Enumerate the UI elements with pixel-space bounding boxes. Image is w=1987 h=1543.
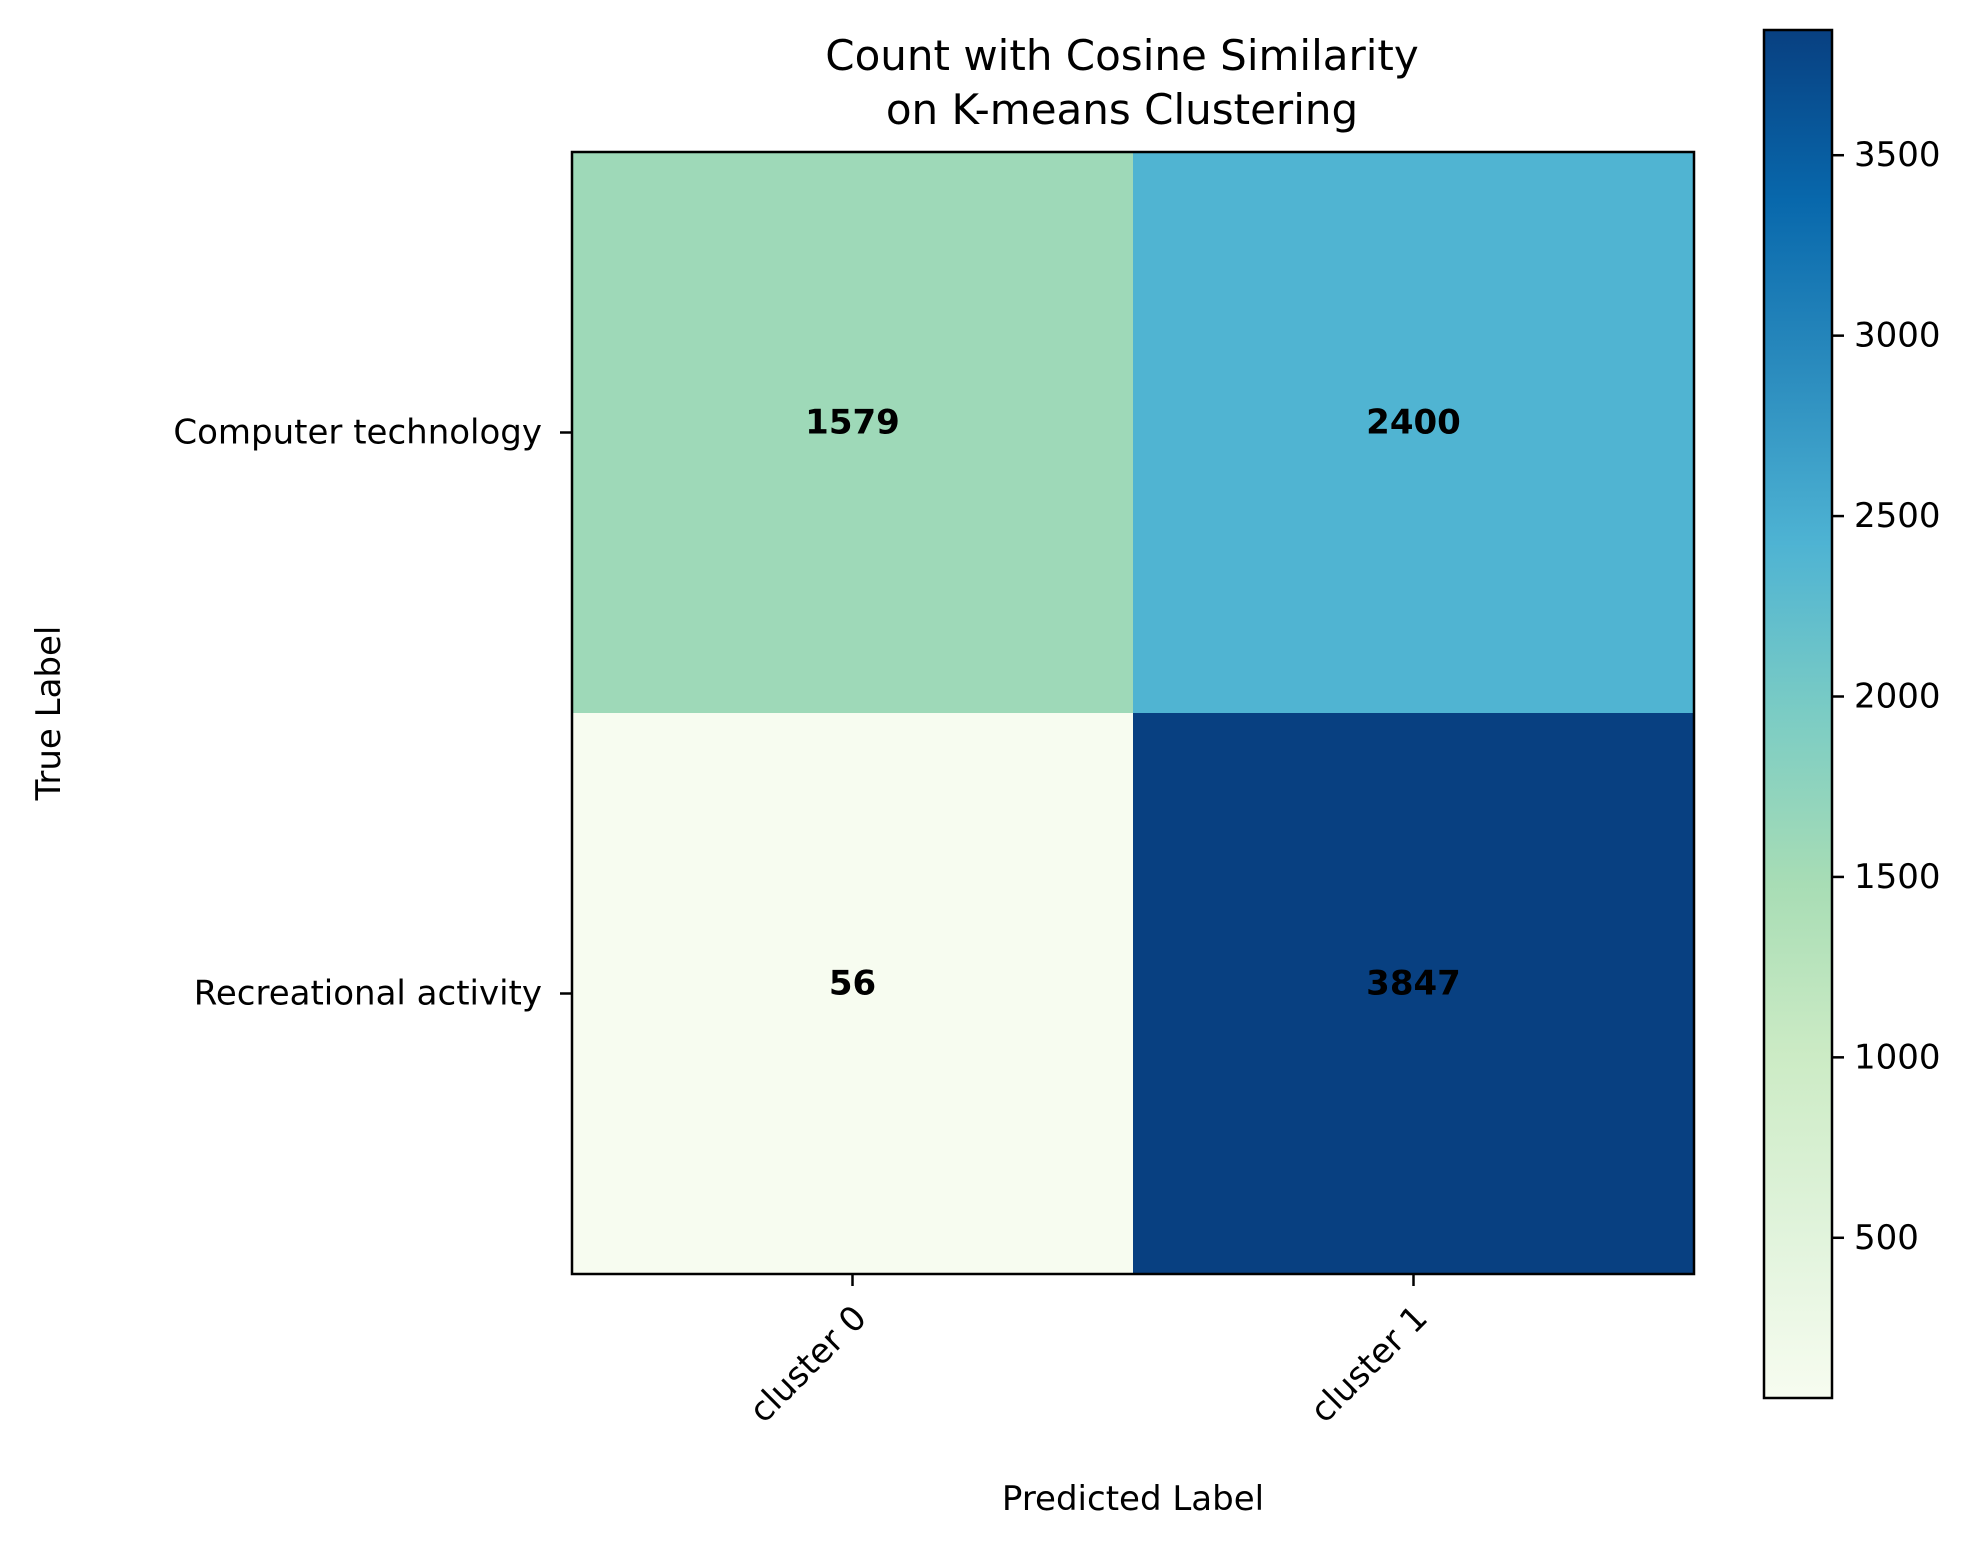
colorbar-tick-label: 2000 bbox=[1854, 676, 1941, 716]
colorbar-tick-label: 1500 bbox=[1854, 857, 1941, 897]
x-axis-label: Predicted Label bbox=[1002, 1479, 1264, 1519]
cell-value-labels: 1579 2400 56 3847 bbox=[805, 403, 1461, 1004]
colorbar-tick-label: 500 bbox=[1854, 1218, 1919, 1258]
heatmap-cell bbox=[1133, 152, 1695, 714]
cell-value-label: 56 bbox=[829, 964, 876, 1004]
cell-value-label: 3847 bbox=[1366, 964, 1461, 1004]
heatmap-cell bbox=[572, 152, 1134, 714]
colorbar-tick-label: 1000 bbox=[1854, 1037, 1941, 1077]
heatmap-cells bbox=[572, 152, 1695, 1275]
y-axis-label: True Label bbox=[29, 626, 69, 802]
colorbar-tick-label: 2500 bbox=[1854, 496, 1941, 536]
colorbar-tick-label: 3500 bbox=[1854, 135, 1941, 175]
heatmap-cell bbox=[572, 713, 1134, 1275]
plot-frame bbox=[570, 150, 1696, 1276]
chart-title-line-2: on K-means Clustering bbox=[886, 85, 1358, 134]
x-tick-label: cluster 1 bbox=[1303, 1298, 1436, 1431]
heatmap-cell bbox=[1133, 713, 1695, 1275]
chart-title-line-1: Count with Cosine Similarity bbox=[825, 31, 1419, 80]
cell-value-label: 1579 bbox=[805, 403, 900, 443]
y-tick-label: Computer technology bbox=[173, 413, 542, 453]
cell-value-label: 2400 bbox=[1366, 403, 1461, 443]
x-tick-label: cluster 0 bbox=[742, 1298, 875, 1431]
y-tick-label: Recreational activity bbox=[194, 974, 542, 1014]
colorbar-tick-label: 3000 bbox=[1854, 316, 1941, 356]
colorbar bbox=[1762, 28, 1834, 1400]
chart-title: Count with Cosine Similarity on K-means … bbox=[825, 31, 1419, 134]
colorbar-ticks: 500 1000 1500 2000 2500 3000 3500 bbox=[1832, 135, 1941, 1258]
x-axis-ticks: cluster 0 cluster 1 bbox=[742, 1274, 1436, 1431]
y-axis-ticks: Computer technology Recreational activity bbox=[173, 413, 572, 1014]
